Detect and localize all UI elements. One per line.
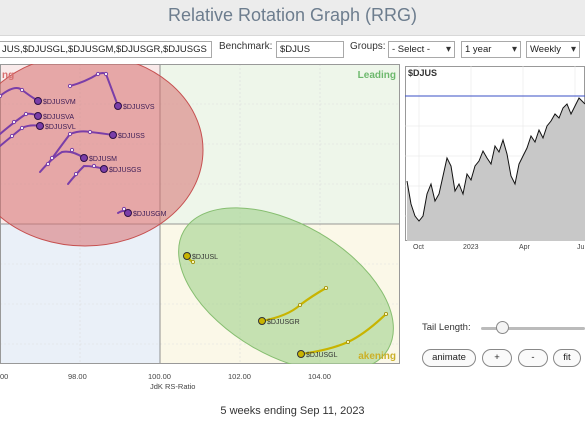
purple-heads [34,97,132,217]
date-caption: 5 weeks ending Sep 11, 2023 [220,405,365,417]
label-djusl: $DJUSL [192,254,218,261]
zoom-in-button[interactable]: + [482,349,512,367]
fit-button[interactable]: fit [553,349,581,367]
spark-tick-1: 2023 [463,244,479,251]
spark-tick-2: Apr [519,244,531,251]
label-djusvm: $DJUSVM [43,99,76,106]
frequency-select[interactable]: Weekly [526,41,580,58]
label-djusgl: $DJUSGL [306,352,338,359]
zoom-out-button[interactable]: - [518,349,548,367]
label-djusgr: $DJUSGR [267,319,300,326]
head-djusl [183,252,191,260]
label-djusvl: $DJUSVL [45,124,76,131]
purple-labels: $DJUSVM $DJUSVS $DJUSVA $DJUSVL $DJUSS $… [43,99,167,218]
x-tick-4: 104.00 [308,372,331,381]
benchmark-label: Benchmark: [219,41,273,52]
groups-select[interactable]: - Select - [388,41,455,58]
groups-label: Groups: [350,41,386,52]
animate-button[interactable]: animate [422,349,476,367]
spark-tick-3: Ju [577,244,585,251]
title-bar: Relative Rotation Graph (RRG) [0,0,585,36]
tail-djuss [47,130,114,165]
sparkline-line [406,97,585,222]
x-tick-2: 100.00 [148,372,171,381]
x-tick-3: 102.00 [228,372,251,381]
tail-djusvs [69,72,119,107]
label-djusm: $DJUSM [89,156,117,163]
label-djusvs: $DJUSVS [123,104,155,111]
symbols-input[interactable]: JUS,$DJUSGL,$DJUSGM,$DJUSGR,$DJUSGS [0,41,212,58]
tail-length-slider[interactable] [481,327,585,330]
period-select[interactable]: 1 year [461,41,521,58]
yellow-tail-points [190,259,388,344]
rrg-svg: Leading ng akening [0,53,400,373]
head-djusgs [100,165,108,173]
head-djusvl [36,122,44,130]
green-highlight-ellipse [178,207,394,373]
tail-length-slider-handle[interactable] [496,321,509,334]
head-djusgr [258,317,266,325]
x-tick-1: 98.00 [68,372,87,381]
benchmark-input[interactable]: $DJUS [276,41,344,58]
tail-length-label: Tail Length: [422,322,471,333]
tail-djusgs [67,164,105,185]
head-djusvm [34,97,42,105]
yellow-heads [183,252,305,358]
quadrant-label-leading: Leading [358,70,396,81]
head-djusva [34,112,42,120]
purple-tail-points [0,71,127,212]
head-djuss [109,131,117,139]
spark-tick-0: Oct [413,244,424,251]
yellow-labels: $DJUSL $DJUSGR $DJUSGL [192,254,338,359]
page-title: Relative Rotation Graph (RRG) [167,5,418,25]
benchmark-sparkline: $DJUS Oct 2023 Apr Ju [405,66,585,256]
head-djusm [80,154,88,162]
x-tick-0: 00 [0,372,9,381]
label-djusva: $DJUSVA [43,114,74,121]
rrg-chart[interactable]: Leading ng akening [0,53,400,373]
quadrant-label-lagging: ng [2,70,14,81]
label-djuss: $DJUSS [118,133,145,140]
sparkline-symbol: $DJUS [408,68,437,78]
label-djusgs: $DJUSGS [109,167,142,174]
label-djusgm: $DJUSGM [133,211,167,218]
x-axis-title: JdK RS-Ratio [150,382,196,391]
head-djusvs [114,102,122,110]
head-djusgm [124,209,132,217]
head-djusgl [297,350,305,358]
quadrant-label-weakening: akening [358,351,396,362]
